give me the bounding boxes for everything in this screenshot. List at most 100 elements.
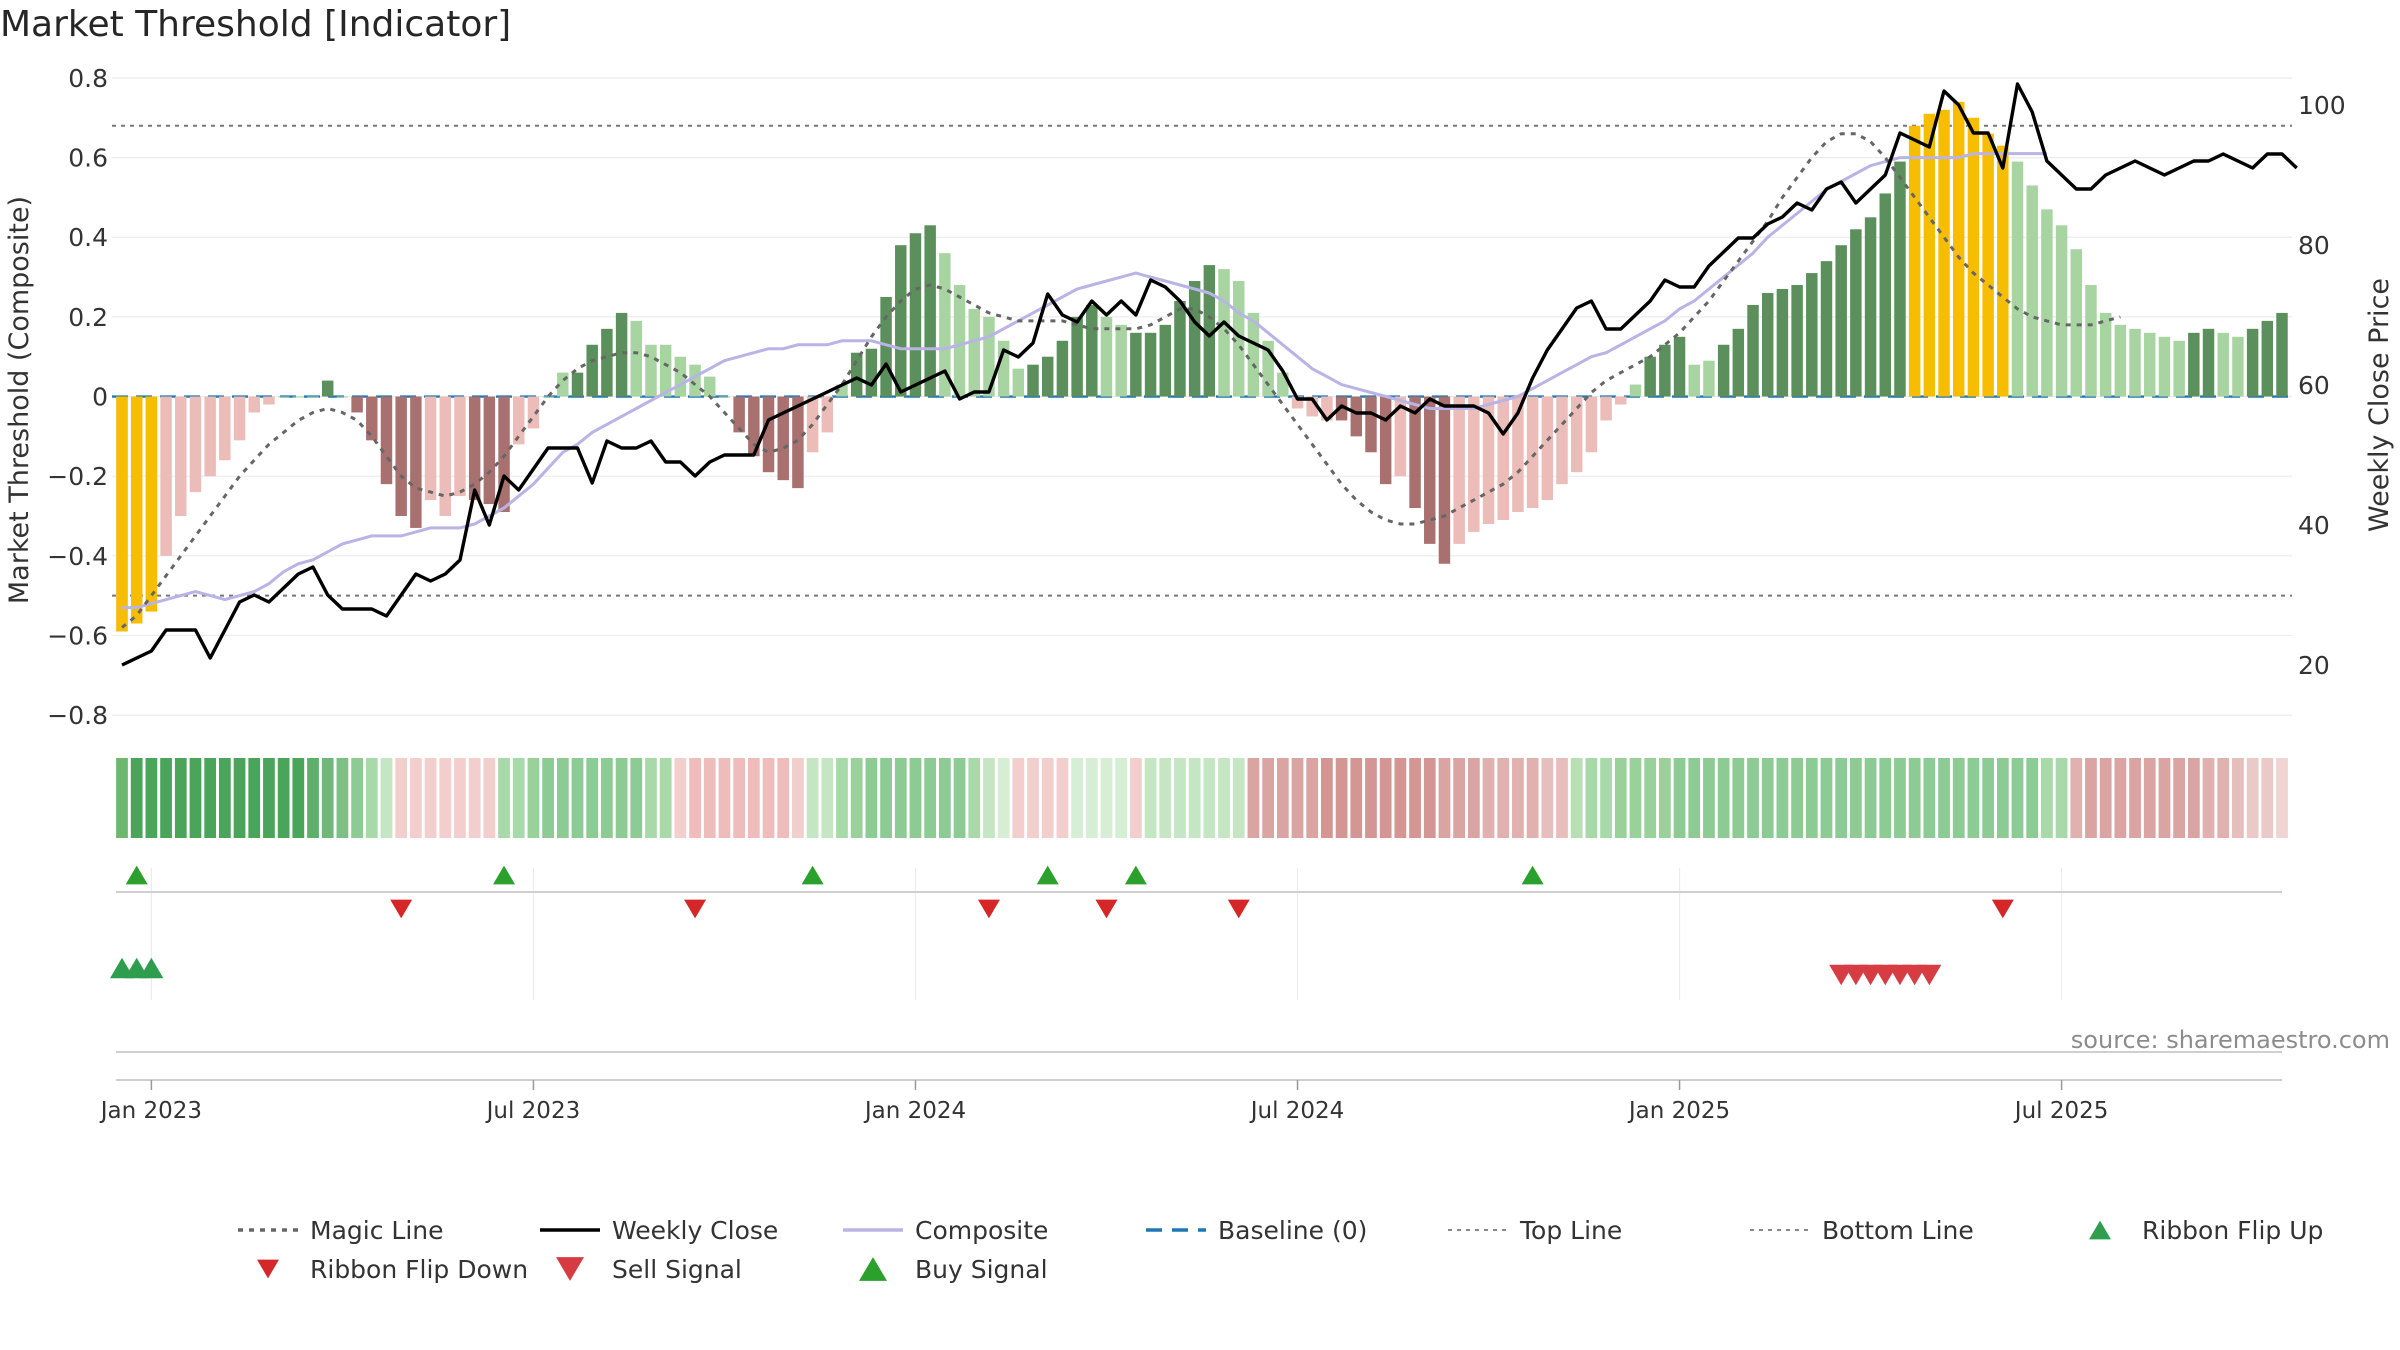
ribbon-cell <box>424 758 437 838</box>
ribbon-cell <box>1556 758 1568 838</box>
ribbon-cell <box>1232 758 1245 838</box>
ribbon-cell <box>1467 758 1480 838</box>
ribbon-cell <box>395 758 408 838</box>
composite-bar <box>1570 396 1583 473</box>
ribbon-cell <box>1820 758 1833 838</box>
ribbon-cell <box>556 758 569 838</box>
ribbon-cell <box>1276 758 1289 838</box>
ribbon-cell <box>454 758 466 838</box>
series-lines <box>121 82 2298 667</box>
ribbon-cell <box>1570 758 1583 838</box>
composite-bar <box>2246 328 2259 397</box>
ribbon-cell <box>997 758 1010 838</box>
ribbon-cell <box>189 758 202 838</box>
composite-bar <box>2011 161 2024 397</box>
ribbon-cell <box>2202 758 2215 838</box>
ribbon-cell <box>2276 758 2288 838</box>
composite-bar <box>1100 316 1113 397</box>
legend-label: Magic Line <box>310 1216 444 1245</box>
y-tick-label: −0.8 <box>47 701 108 730</box>
ribbon-cell <box>233 758 246 838</box>
composite-bar <box>2041 209 2053 397</box>
composite-bar <box>2202 328 2215 397</box>
composite-bar <box>454 396 466 497</box>
composite-bar <box>1894 161 1906 397</box>
composite-bar <box>277 396 290 398</box>
legend-label: Bottom Line <box>1822 1216 1974 1245</box>
ribbon-cell <box>1453 758 1466 838</box>
composite-bar <box>777 396 789 481</box>
legend-marker <box>2089 1220 2111 1240</box>
ribbon-flip-up-marker <box>139 957 164 979</box>
composite-bar <box>366 396 378 441</box>
sell-signal-marker <box>1227 899 1250 919</box>
ribbon-cell <box>1894 758 1906 838</box>
composite-bar <box>895 245 907 397</box>
ribbon-cell <box>410 758 422 838</box>
composite-bar <box>1791 285 1803 397</box>
axes: −0.8 −0.6 −0.4 −0.2 0 0.2 0.4 0.6 0.8 20 40 60 80 100… <box>47 64 2345 1124</box>
ribbon-cell <box>1805 758 1818 838</box>
signal-ribbon <box>116 758 2288 838</box>
ribbon-cell <box>1658 758 1671 838</box>
ribbon-cell <box>762 758 775 838</box>
ribbon-cell <box>1262 758 1274 838</box>
ribbon-cell <box>1952 758 1965 838</box>
sell-signal-marker <box>684 899 707 919</box>
y-tick-label: −0.4 <box>47 542 108 571</box>
ribbon-cell <box>116 758 128 838</box>
ribbon-cell <box>380 758 393 838</box>
composite-bar <box>865 348 878 397</box>
x-tick-label: Jul 2024 <box>1249 1098 1345 1124</box>
ribbon-cell <box>1850 758 1862 838</box>
composite-bar <box>1409 396 1421 509</box>
ribbon-cell <box>2114 758 2127 838</box>
composite-bar <box>233 396 246 441</box>
composite-bar <box>704 376 716 397</box>
composite-bar <box>733 396 745 433</box>
ribbon-cell <box>1027 758 1039 838</box>
ribbon-cell <box>2041 758 2053 838</box>
ribbon-cell <box>1747 758 1759 838</box>
ribbon-cell <box>1982 758 1994 838</box>
composite-bar <box>513 396 525 445</box>
ribbon-cell <box>1923 758 1936 838</box>
composite-bar <box>2099 312 2112 397</box>
composite-bar <box>571 372 584 397</box>
ribbon-cell <box>498 758 510 838</box>
ribbon-cell <box>1394 758 1407 838</box>
legend-label: Weekly Close <box>612 1216 778 1245</box>
composite-bar <box>939 253 951 397</box>
ribbon-cell <box>703 758 716 838</box>
ribbon-cell <box>2246 758 2259 838</box>
composite-bar <box>175 396 187 516</box>
y-tick-label: 0.6 <box>68 144 108 173</box>
ribbon-cell <box>512 758 525 838</box>
composite-bar <box>1159 324 1171 397</box>
sell-signal-marker <box>1991 899 2014 919</box>
ribbon-cell <box>615 758 628 838</box>
ribbon-cell <box>130 758 143 838</box>
ribbon-cell <box>747 758 760 838</box>
composite-bar <box>1879 193 1891 397</box>
ribbon-cell <box>439 758 452 838</box>
composite-bar <box>2217 332 2229 397</box>
ribbon-cell <box>1379 758 1392 838</box>
composite-bar <box>189 396 202 493</box>
composite-bar <box>1424 396 1436 544</box>
composite-bar <box>2232 336 2244 397</box>
legend-marker <box>859 1257 887 1281</box>
y-tick-label: −0.6 <box>47 621 108 650</box>
composite-bar <box>1438 396 1451 564</box>
sell-signal-marker <box>390 899 413 919</box>
composite-bars <box>116 101 2288 632</box>
composite-bar <box>1982 133 1994 397</box>
ribbon-cell <box>645 758 657 838</box>
ribbon-cell <box>2143 758 2156 838</box>
ribbon-cell <box>718 758 731 838</box>
ribbon-cell <box>1203 758 1216 838</box>
composite-bar <box>997 340 1010 397</box>
y2-tick-label: 20 <box>2298 651 2330 680</box>
composite-bar <box>1585 396 1598 453</box>
legend-label: Ribbon Flip Down <box>310 1255 528 1284</box>
